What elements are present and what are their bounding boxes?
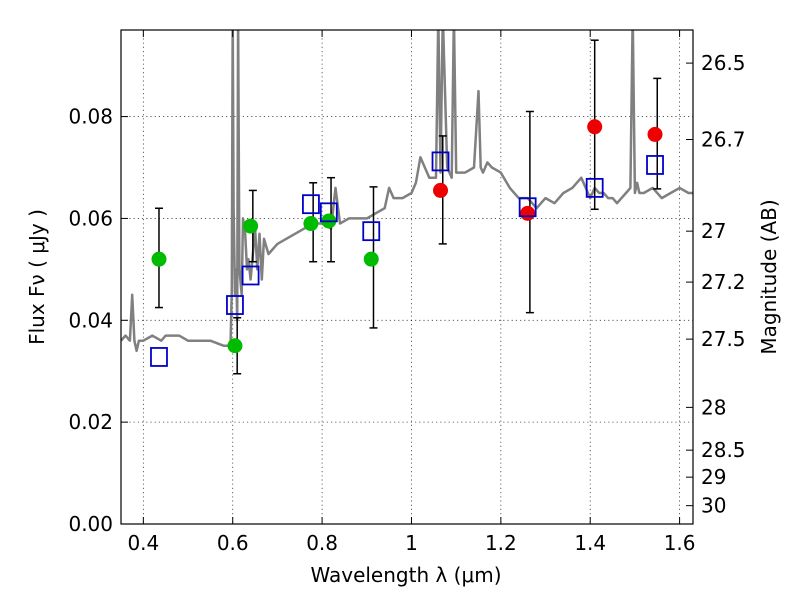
green-data-point (227, 338, 243, 354)
green-data-point (363, 251, 379, 267)
blue-square-marker (241, 265, 260, 286)
model-spectrum-line (121, 30, 693, 353)
x-tick-label: 0.4 (127, 531, 159, 555)
y-tick-label: 0.02 (68, 410, 113, 434)
magnitude-axis-ticks: 26.5 26.7 27 27.2 27.5 28 28.5 29 30 (686, 51, 746, 518)
red-data-point (647, 126, 663, 142)
y-tick-label: 0.06 (68, 206, 113, 230)
magnitude-tick-label: 30 (701, 494, 726, 518)
red-photometry-points (433, 119, 663, 221)
green-photometry-points (151, 213, 379, 354)
x-tick-label: 0.8 (306, 531, 338, 555)
green-data-point (151, 251, 167, 267)
magnitude-tick-label: 29 (701, 465, 726, 489)
red-data-point (587, 119, 603, 135)
spectrum-path (121, 30, 693, 353)
magnitude-axis-label: Magnitude (AB) (757, 199, 781, 354)
magnitude-tick-label: 27 (701, 219, 726, 243)
red-data-point (433, 182, 449, 198)
blue-model-squares (150, 151, 664, 367)
grid (121, 30, 693, 524)
y-tick-label: 0.04 (68, 308, 113, 332)
x-tick-label: 1 (405, 531, 418, 555)
blue-square-marker (226, 295, 244, 315)
green-data-point (243, 218, 259, 234)
blue-square-marker (319, 202, 338, 223)
blue-square-marker (585, 177, 604, 198)
x-tick-label: 1.4 (574, 531, 606, 555)
x-tick-label: 1.6 (664, 531, 696, 555)
magnitude-tick-label: 26.5 (701, 51, 746, 75)
magnitude-tick-label: 28 (701, 395, 726, 419)
y-tick-label: 0.08 (68, 105, 113, 129)
x-tick-label: 0.6 (217, 531, 249, 555)
magnitude-tick-label: 26.7 (701, 127, 746, 151)
blue-square-marker (150, 347, 168, 367)
x-tick-label: 1.2 (485, 531, 517, 555)
blue-square-marker (431, 151, 450, 172)
x-axis-ticks: 0.4 0.6 0.8 1 1.2 1.4 1.6 (127, 30, 696, 555)
magnitude-tick-label: 27.5 (701, 327, 746, 351)
green-data-point (303, 216, 319, 232)
y-tick-label: 0.00 (68, 512, 113, 536)
blue-square-marker (302, 194, 320, 215)
blue-square-marker (646, 155, 664, 175)
blue-square-marker (518, 197, 537, 218)
magnitude-tick-label: 27.2 (701, 270, 746, 294)
blue-square-marker (362, 221, 381, 242)
y-axis-label: Flux Fν ( μJy ) (25, 209, 49, 345)
plot-frame (120, 29, 694, 525)
magnitude-tick-label: 28.5 (701, 438, 746, 462)
x-axis-label: Wavelength λ (μm) (310, 563, 501, 587)
red-data-point (520, 205, 536, 221)
y-axis-ticks: 0.00 0.02 0.04 0.06 0.08 (68, 105, 128, 536)
